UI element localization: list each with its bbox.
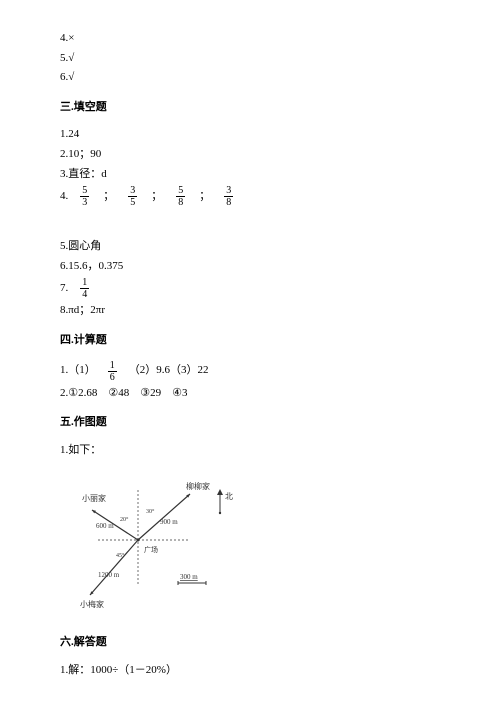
svg-text:45°: 45° — [116, 552, 125, 559]
frac-3-5: 35 — [128, 185, 137, 208]
sec4-a2: 2.①2.68 ②48 ③29 ④3 — [60, 385, 440, 403]
frac-5-3: 53 — [80, 185, 89, 208]
sec5-a1: 1.如下： — [60, 442, 440, 460]
sec3-a6: 6.15.6，0.375 — [60, 258, 440, 276]
sec3-a7: 7. 14 — [60, 277, 440, 300]
sec3-a7-label: 7. — [60, 280, 68, 298]
section-4-title: 四.计算题 — [60, 332, 440, 350]
frac-3-8: 38 — [224, 185, 233, 208]
sec3-a4-label: 4. — [60, 188, 68, 206]
diagram-svg: 小丽家 600 m 20° 柳柳家 900 m 30° 小梅家 1200 m 45° 广场 北 300… — [60, 465, 240, 615]
sep: ； — [197, 188, 212, 206]
sec3-a5: 5.圆心角 — [60, 238, 440, 256]
sec3-a3: 3.直径：d — [60, 166, 440, 184]
svg-text:900 m: 900 m — [160, 518, 178, 526]
sec3-a8: 8.πd；2πr — [60, 302, 440, 320]
frac-1-4: 14 — [80, 277, 89, 300]
section-3-title: 三.填空题 — [60, 99, 440, 117]
svg-text:30°: 30° — [146, 508, 155, 515]
svg-text:小梅家: 小梅家 — [80, 599, 104, 609]
pre-answer-5: 5.√ — [60, 50, 440, 68]
svg-text:小丽家: 小丽家 — [82, 493, 106, 503]
svg-text:柳柳家: 柳柳家 — [186, 481, 210, 491]
sep: ； — [101, 188, 116, 206]
frac-1-6: 16 — [108, 360, 117, 383]
svg-text:1200 m: 1200 m — [98, 571, 120, 579]
svg-text:广场: 广场 — [144, 545, 158, 554]
sep: ； — [149, 188, 164, 206]
pre-answer-4: 4.× — [60, 30, 440, 48]
svg-text:20°: 20° — [120, 516, 129, 523]
frac-5-8: 58 — [176, 185, 185, 208]
section-6-title: 六.解答题 — [60, 634, 440, 652]
svg-text:600 m: 600 m — [96, 522, 114, 530]
sec4-a1: 1.（1） 16 （2）9.6（3）22 — [60, 360, 440, 383]
section-5-title: 五.作图题 — [60, 414, 440, 432]
sec3-a4: 4. 53 ； 35 ； 58 ； 38 — [60, 185, 440, 208]
diagram: 小丽家 600 m 20° 柳柳家 900 m 30° 小梅家 1200 m 45° 广场 北 300… — [60, 465, 440, 622]
sec4-a1-post: （2）9.6（3）22 — [129, 362, 209, 380]
sec3-a2: 2.10；90 — [60, 146, 440, 164]
sec6-a1: 1.解：1000÷（1－20%） — [60, 662, 440, 680]
pre-answer-6: 6.√ — [60, 69, 440, 87]
svg-text:北: 北 — [225, 492, 233, 501]
svg-text:300 m: 300 m — [180, 573, 198, 581]
sec4-a1-pre: 1.（1） — [60, 362, 96, 380]
sec3-a1: 1.24 — [60, 126, 440, 144]
